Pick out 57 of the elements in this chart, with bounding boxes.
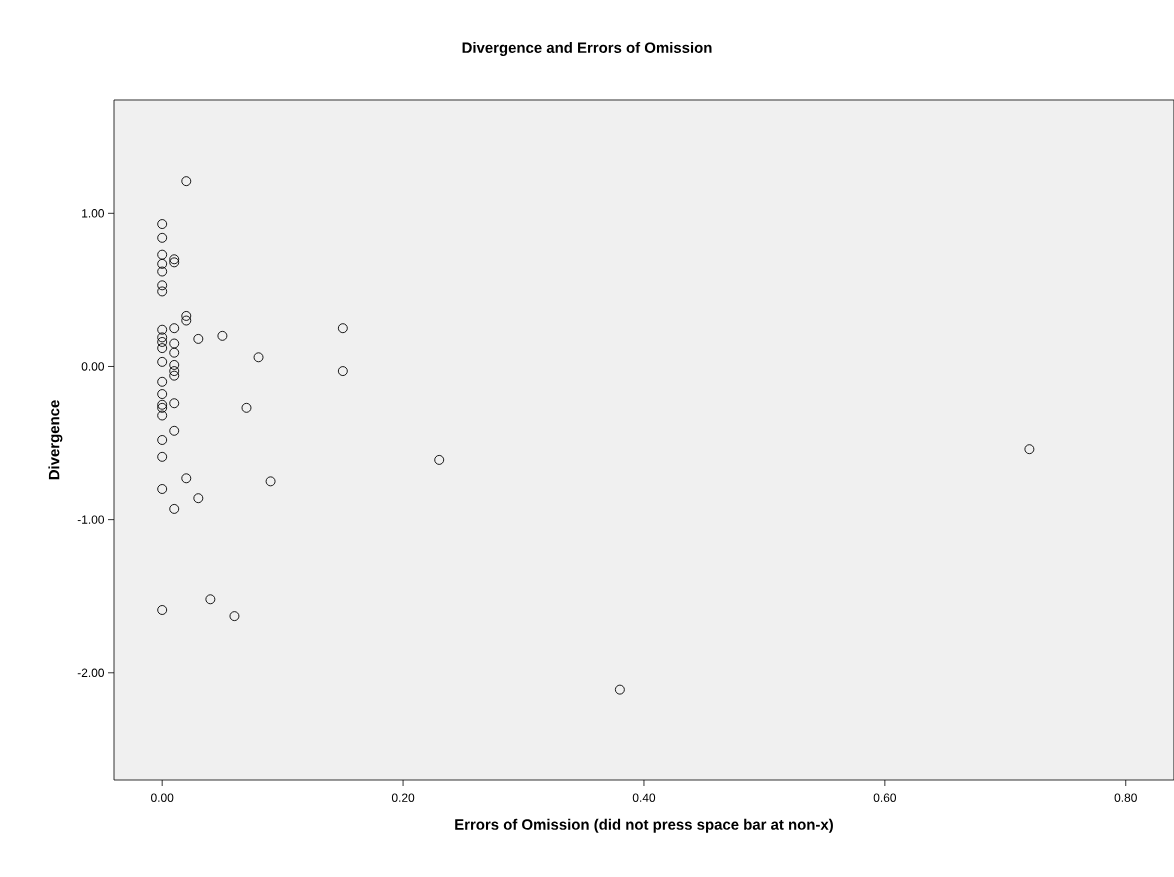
point bbox=[1024, 444, 1035, 455]
point bbox=[265, 476, 276, 487]
point bbox=[434, 454, 445, 465]
point bbox=[157, 266, 168, 277]
point bbox=[169, 347, 180, 358]
point bbox=[614, 684, 625, 695]
point bbox=[157, 324, 168, 335]
point bbox=[169, 338, 180, 349]
point bbox=[157, 376, 168, 387]
point bbox=[157, 232, 168, 243]
point bbox=[157, 389, 168, 399]
x-axis-title: Errors of Omission (did not press space bar at non-x) bbox=[455, 818, 833, 833]
point bbox=[157, 356, 168, 367]
point bbox=[253, 352, 264, 363]
point bbox=[181, 176, 192, 187]
y-axis-title: Divergence bbox=[48, 400, 63, 480]
x-tick-label: 0.80 bbox=[1114, 793, 1137, 802]
y-tick-label: -2.00 bbox=[77, 668, 105, 678]
point bbox=[241, 402, 252, 413]
point bbox=[157, 258, 168, 269]
point bbox=[169, 425, 180, 436]
point bbox=[157, 280, 168, 291]
point bbox=[169, 323, 180, 334]
point bbox=[157, 435, 168, 445]
point bbox=[157, 605, 168, 615]
point bbox=[181, 310, 192, 321]
point bbox=[169, 503, 180, 514]
point bbox=[193, 493, 204, 504]
point bbox=[157, 337, 168, 347]
y-tick-label: -1.00 bbox=[77, 515, 105, 524]
y-tick-label: 1.00 bbox=[82, 209, 105, 218]
point bbox=[157, 410, 168, 421]
point bbox=[157, 451, 168, 462]
point bbox=[181, 473, 192, 484]
point bbox=[337, 366, 348, 377]
point bbox=[157, 332, 168, 343]
y-tick-label: 0.00 bbox=[81, 362, 105, 371]
point bbox=[169, 370, 180, 381]
point bbox=[157, 484, 168, 494]
point bbox=[169, 366, 180, 377]
point bbox=[157, 249, 168, 260]
x-tick-label: 0.20 bbox=[391, 793, 415, 802]
point bbox=[157, 343, 168, 354]
point bbox=[217, 330, 228, 341]
x-tick-label: 0.60 bbox=[873, 793, 897, 802]
x-tick-label: 0.00 bbox=[151, 793, 174, 802]
point bbox=[169, 360, 180, 370]
point bbox=[229, 611, 240, 622]
point bbox=[157, 219, 168, 229]
x-tick-label: 0.40 bbox=[632, 793, 656, 802]
point bbox=[337, 323, 348, 334]
point bbox=[181, 315, 192, 326]
point bbox=[205, 594, 216, 605]
point bbox=[193, 333, 204, 344]
point bbox=[169, 398, 180, 409]
point bbox=[157, 286, 168, 297]
chart-title: Divergence and Errors of Omission bbox=[462, 41, 712, 56]
